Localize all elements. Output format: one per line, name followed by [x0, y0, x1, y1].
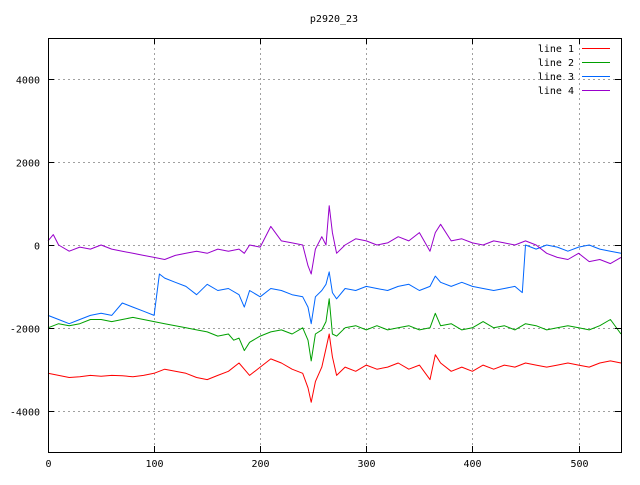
y-tick-label: -2000 — [10, 325, 40, 336]
x-tick-label: 300 — [357, 459, 375, 470]
series-line-1 — [47, 333, 622, 403]
x-tick-label: 100 — [145, 459, 163, 470]
series-line-4 — [47, 205, 622, 275]
axes: 0 100 200 300 400 500 -4000 -2000 0 2000 4000 — [10, 38, 621, 470]
chart-title: p2920_23 — [310, 14, 358, 25]
x-tick-label: 500 — [570, 459, 588, 470]
legend-label-4: line 4 — [538, 86, 574, 97]
plot-area — [47, 205, 622, 403]
y-tick-label: -4000 — [10, 408, 40, 419]
legend-label-3: line 3 — [538, 72, 574, 83]
series-line-3 — [47, 244, 622, 325]
x-tick-label: 400 — [463, 459, 481, 470]
legend-label-2: line 2 — [538, 58, 574, 69]
x-tick-label: 200 — [251, 459, 269, 470]
y-tick-label: 0 — [34, 242, 40, 253]
series-line-2 — [47, 298, 622, 362]
x-tick-label: 0 — [45, 459, 51, 470]
legend: line 1 line 2 line 3 line 4 — [538, 44, 610, 97]
y-tick-label: 4000 — [16, 76, 40, 87]
legend-label-1: line 1 — [538, 44, 574, 55]
y-tick-label: 2000 — [16, 159, 40, 170]
grid — [48, 38, 621, 452]
